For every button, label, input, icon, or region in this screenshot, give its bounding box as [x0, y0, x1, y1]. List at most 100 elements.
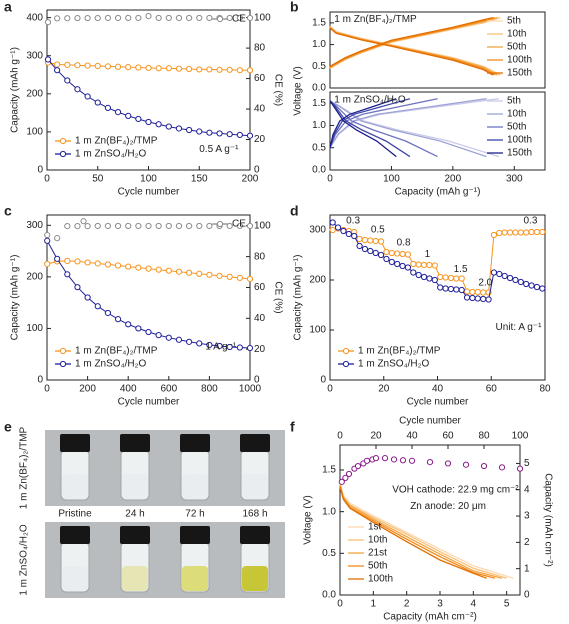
data-point — [447, 285, 455, 293]
data-point — [54, 235, 61, 242]
y-tick-label: 0.5 — [322, 548, 336, 559]
data-point — [512, 229, 519, 236]
vial-liquid — [62, 566, 88, 591]
data-point — [155, 121, 162, 128]
data-point — [426, 261, 433, 269]
data-point — [54, 255, 61, 262]
data-point — [506, 274, 514, 282]
x-tick-label: 0 — [327, 384, 333, 395]
series-line — [339, 484, 507, 579]
vial-liquid — [122, 474, 148, 499]
y-tick-label: 1.5 — [322, 465, 336, 476]
y2-tick-label: 60 — [254, 282, 266, 293]
data-point — [114, 316, 122, 323]
panel-label: f — [290, 419, 295, 435]
panel-label: c — [4, 203, 12, 219]
data-point — [145, 64, 152, 72]
y-tick-label: 200 — [26, 272, 43, 283]
data-point — [175, 268, 183, 275]
data-point — [338, 478, 345, 485]
data-point — [125, 222, 132, 230]
data-point — [216, 66, 223, 73]
data-point — [498, 464, 506, 471]
vial-cap — [120, 434, 150, 452]
legend-label: 50th — [507, 122, 526, 133]
x-tick-label: 2 — [404, 599, 410, 610]
data-point — [94, 62, 101, 70]
data-point — [408, 457, 416, 464]
vial-liquid — [182, 566, 208, 591]
legend-marker — [59, 137, 67, 145]
legend-label: 21st — [368, 548, 387, 559]
data-point — [175, 222, 183, 230]
x-tick-label: 20 — [378, 384, 390, 395]
y2-axis-label: Capacity (mAh cm⁻²) — [542, 473, 553, 567]
legend-label: 10th — [507, 109, 526, 120]
x2-tick-label: 80 — [478, 431, 490, 442]
series-line — [339, 482, 514, 579]
x-tick-label: 50 — [92, 174, 104, 185]
data-point — [114, 222, 122, 230]
data-point — [329, 219, 336, 226]
data-point — [114, 14, 122, 22]
legend-label: 1 m ZnSO₄/H₂O — [75, 359, 147, 370]
y2-tick-label: 0 — [524, 590, 530, 601]
x-axis-label: Capacity (mAh g⁻¹) — [395, 187, 481, 198]
legend-label: 5th — [507, 96, 521, 107]
data-point — [399, 262, 406, 270]
x2-tick-label: 60 — [442, 431, 454, 442]
data-point — [246, 67, 254, 74]
x-tick-label: 200 — [445, 174, 462, 185]
data-point — [135, 264, 142, 271]
series-line — [329, 98, 397, 158]
data-point — [236, 344, 243, 351]
data-point — [80, 218, 87, 225]
data-point — [383, 248, 390, 256]
data-point — [420, 273, 428, 281]
data-point — [340, 227, 347, 235]
data-point — [94, 222, 101, 230]
annotation: 1 m ZnSO₄/H₂O — [334, 94, 406, 105]
data-point — [165, 65, 172, 72]
data-point — [345, 230, 352, 238]
x-axis-label: Capacity (mAh cm⁻²) — [383, 612, 477, 623]
y-axis-label: Voltage (V) — [293, 66, 304, 115]
data-point — [458, 286, 465, 294]
data-point — [155, 332, 162, 339]
data-point — [377, 238, 385, 245]
data-point — [196, 128, 203, 135]
panel-label: a — [4, 0, 12, 15]
data-point — [84, 93, 91, 100]
y-tick-label: 0 — [37, 165, 43, 176]
data-point — [246, 222, 254, 230]
vial-cap — [120, 526, 150, 544]
data-point — [74, 14, 81, 22]
data-point — [361, 245, 369, 253]
data-point — [155, 65, 162, 72]
annotation: Zn anode: 20 μm — [410, 501, 486, 512]
legend-marker — [59, 347, 67, 355]
data-point — [175, 336, 183, 343]
x2-tick-label: 0 — [337, 431, 343, 442]
data-point — [356, 242, 363, 250]
data-point — [345, 470, 353, 478]
legend-label: 50th — [368, 561, 387, 572]
data-point — [426, 459, 434, 466]
data-point — [196, 222, 203, 230]
legend-label: 50th — [507, 42, 526, 53]
annotation: 1 m Zn(BF₄)₂/TMP — [334, 14, 417, 25]
y-tick-label: 100 — [26, 323, 43, 334]
y-tick-label: 0.0 — [322, 590, 336, 601]
x-tick-label: 80 — [539, 384, 551, 395]
data-point — [437, 284, 444, 291]
y-tick-label: 0.5 — [312, 142, 326, 153]
y-tick-label: 1.5 — [312, 98, 326, 109]
data-point — [186, 269, 193, 276]
data-point — [523, 229, 530, 236]
y-tick-label: 0 — [320, 375, 326, 386]
data-point — [104, 63, 112, 70]
data-point — [94, 99, 101, 106]
y-axis-label: Capacity (mAh g⁻¹) — [10, 255, 21, 341]
y2-tick-label: 80 — [254, 43, 266, 54]
series-line — [339, 486, 487, 579]
